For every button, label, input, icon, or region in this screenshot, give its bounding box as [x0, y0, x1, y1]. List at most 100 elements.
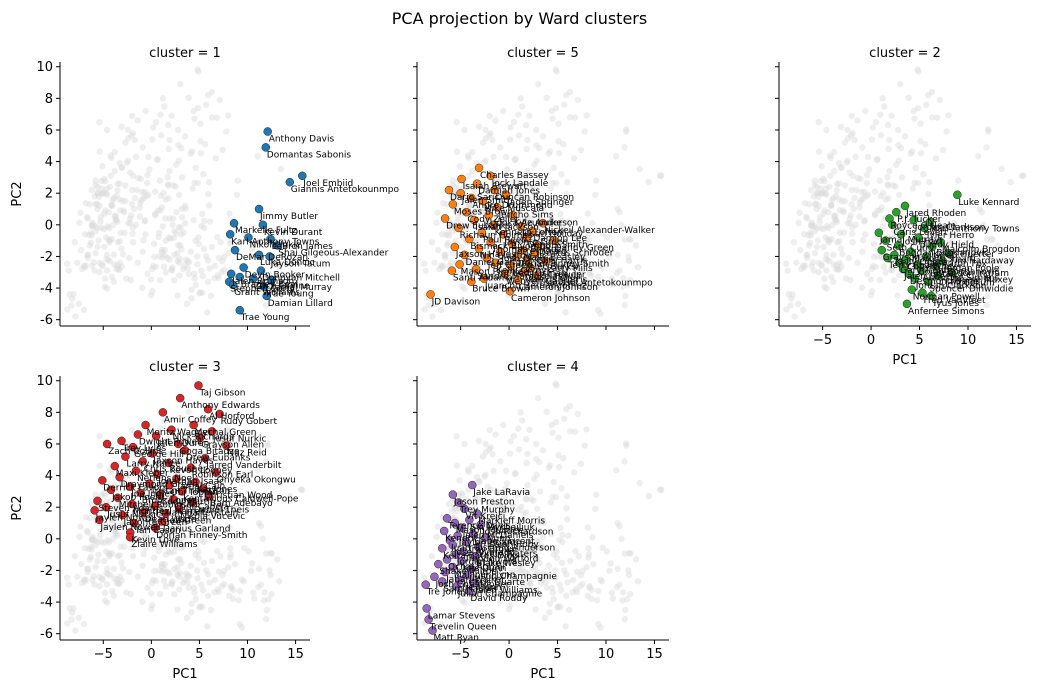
- point-label: Jalen Green: [903, 272, 956, 282]
- background-point: [188, 609, 195, 616]
- background-point: [503, 166, 511, 173]
- background-point: [151, 240, 158, 247]
- background-point: [129, 224, 137, 231]
- background-point: [828, 235, 835, 243]
- background-point: [534, 569, 541, 576]
- point-label: Terence Davis: [447, 521, 511, 531]
- background-point: [564, 579, 571, 586]
- point-label: Obi Toppin: [171, 488, 218, 498]
- background-point: [254, 153, 261, 160]
- background-point: [864, 153, 872, 161]
- background-point: [235, 597, 242, 604]
- background-point: [830, 194, 837, 202]
- background-point: [165, 195, 172, 202]
- background-point: [932, 155, 940, 162]
- point-label: Jaylen Nowell: [95, 513, 156, 523]
- background-point: [543, 584, 551, 592]
- background-point: [525, 549, 532, 556]
- background-point: [166, 570, 173, 577]
- background-point: [540, 519, 547, 526]
- background-point: [830, 251, 837, 259]
- background-point: [524, 570, 531, 577]
- background-point: [625, 567, 632, 574]
- background-point: [167, 235, 174, 242]
- background-point: [808, 223, 816, 230]
- point-label: Patty Mills: [547, 264, 593, 274]
- background-point: [120, 207, 127, 214]
- background-point: [524, 215, 531, 222]
- background-point: [151, 212, 159, 219]
- background-point: [540, 205, 547, 212]
- background-point: [563, 278, 570, 285]
- data-point: [106, 485, 116, 495]
- background-point: [520, 551, 527, 558]
- y-tick-label: -6: [40, 627, 53, 642]
- background-point: [425, 302, 432, 309]
- background-point: [432, 614, 440, 622]
- background-point: [532, 571, 539, 578]
- background-point: [856, 199, 864, 207]
- background-point: [108, 587, 116, 595]
- background-point: [489, 450, 496, 458]
- background-point: [874, 155, 881, 163]
- x-tick-label: 15: [1008, 333, 1025, 348]
- background-point: [623, 596, 631, 603]
- data-point: [465, 234, 474, 244]
- background-point: [108, 515, 116, 522]
- point-label: Cody Martin: [161, 498, 215, 508]
- background-point: [785, 291, 792, 298]
- background-point: [111, 167, 119, 175]
- background-point: [554, 604, 561, 611]
- background-point: [448, 507, 456, 514]
- background-point: [136, 213, 144, 220]
- background-point: [94, 243, 101, 251]
- background-point: [536, 205, 543, 212]
- background-point: [497, 458, 504, 465]
- background-point: [808, 262, 815, 270]
- data-point: [254, 250, 264, 260]
- background-point: [84, 568, 92, 576]
- background-point: [461, 599, 468, 606]
- background-point: [108, 549, 116, 557]
- point-label: DeMar DeRozan: [236, 253, 308, 263]
- background-point: [811, 250, 819, 257]
- background-point: [529, 565, 536, 573]
- background-point: [859, 144, 866, 151]
- background-point: [118, 163, 126, 171]
- background-point: [422, 267, 429, 274]
- data-point: [463, 570, 472, 580]
- background-point: [549, 589, 556, 596]
- background-point: [171, 277, 178, 284]
- background-point: [123, 159, 131, 166]
- background-point: [515, 446, 523, 453]
- background-point: [634, 264, 642, 271]
- background-point: [75, 300, 82, 308]
- background-point: [144, 171, 151, 179]
- background-point: [978, 267, 985, 274]
- background-point: [921, 217, 928, 225]
- background-point: [518, 189, 525, 197]
- point-label: Cameron Johnson: [519, 283, 598, 293]
- background-point: [83, 565, 91, 573]
- background-point: [592, 491, 600, 498]
- background-point: [114, 501, 121, 508]
- background-point: [165, 234, 172, 241]
- background-point: [573, 568, 581, 576]
- background-point: [623, 282, 631, 289]
- background-point: [197, 603, 204, 610]
- background-point: [92, 491, 99, 498]
- background-point: [254, 467, 261, 474]
- background-point: [97, 213, 104, 221]
- background-point: [461, 581, 468, 588]
- background-point: [523, 182, 530, 189]
- background-point: [569, 275, 576, 282]
- background-point: [480, 589, 488, 596]
- point-label: Malcolm Brogdon: [942, 245, 1020, 255]
- background-point: [609, 595, 617, 602]
- cluster-points: [90, 381, 231, 542]
- y-tick-label: 8: [45, 92, 53, 107]
- background-point: [911, 179, 918, 187]
- panel-title: cluster = 2: [869, 46, 941, 61]
- background-point: [490, 467, 497, 475]
